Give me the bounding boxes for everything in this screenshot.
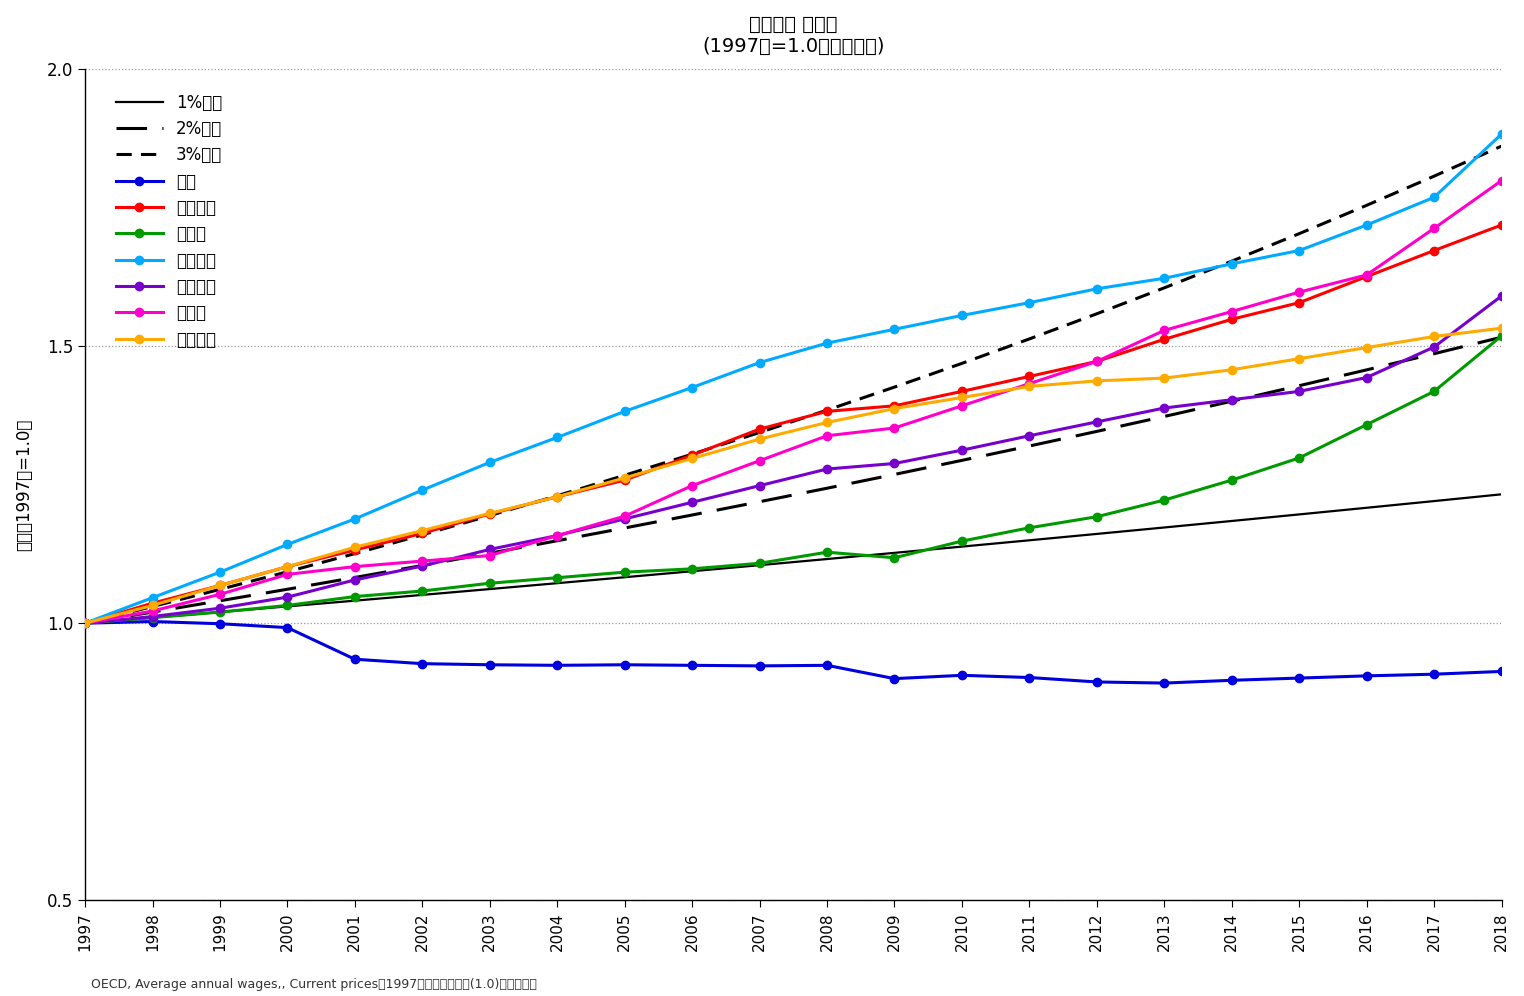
Title: 平均給与 名目値
(1997年=1.0とした倍率): 平均給与 名目値 (1997年=1.0とした倍率)	[703, 15, 884, 56]
Text: OECD, Average annual wages,, Current pricesの1997年の数値を基準(1.0)とした倍率: OECD, Average annual wages,, Current pri…	[91, 978, 538, 991]
Legend: 1%成長, 2%成長, 3%成長, 日本, アメリカ, ドイツ, イギリス, フランス, カナダ, イタリア: 1%成長, 2%成長, 3%成長, 日本, アメリカ, ドイツ, イギリス, フ…	[108, 86, 230, 357]
Y-axis label: 倍率（1997年=1.0）: 倍率（1997年=1.0）	[15, 418, 34, 551]
